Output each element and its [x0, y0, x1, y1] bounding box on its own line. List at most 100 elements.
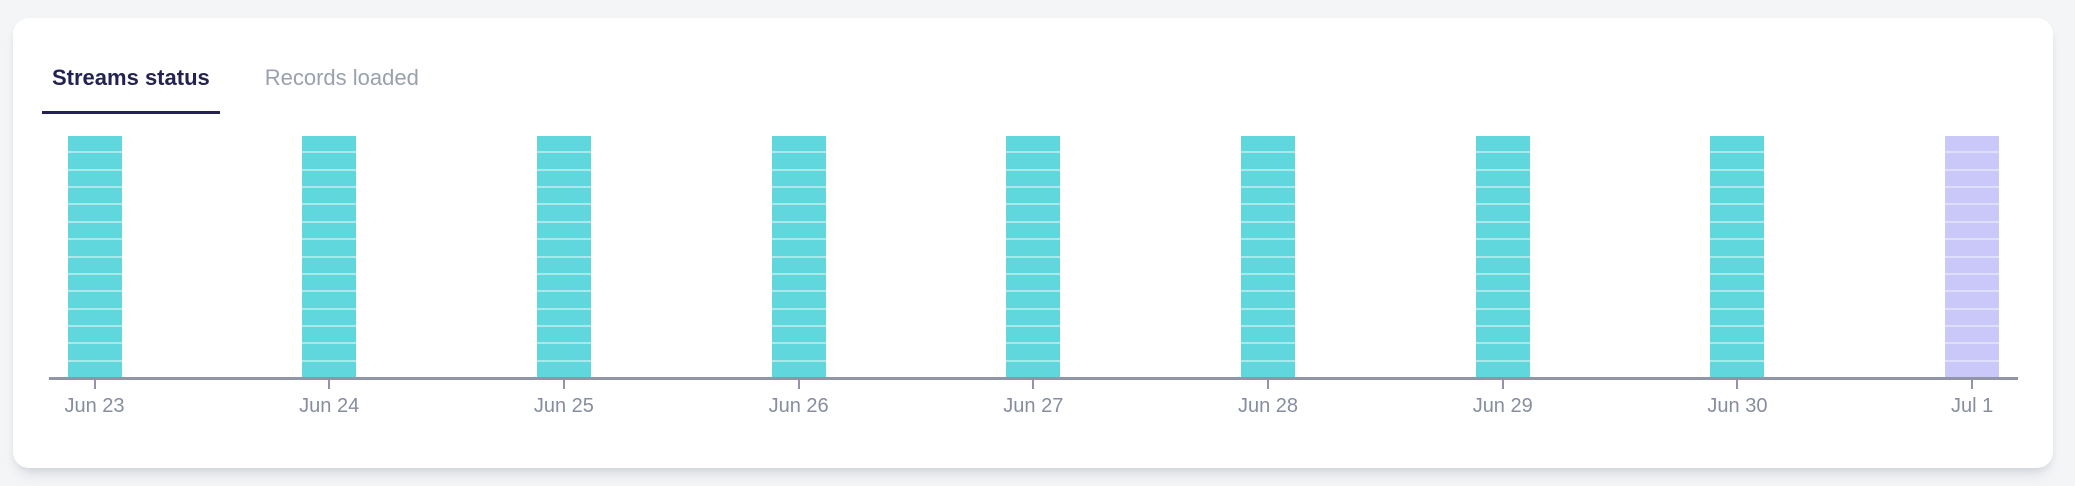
bar-segment	[1475, 240, 1530, 256]
x-axis-label-jun-26: Jun 26	[768, 395, 829, 417]
bar-segment	[1241, 170, 1296, 187]
bar-segment	[1710, 222, 1765, 239]
bar-segment	[1475, 136, 1530, 152]
bar-segment	[536, 361, 591, 378]
bar-jun-26[interactable]	[771, 136, 826, 378]
bar-segment	[67, 326, 122, 343]
bar-segment	[1710, 240, 1765, 256]
bar-segment	[1945, 222, 2000, 239]
bar-segment	[1475, 309, 1530, 325]
bar-segment	[67, 222, 122, 239]
bar-jun-25[interactable]	[536, 136, 591, 378]
bar-segment	[771, 361, 826, 378]
bar-segment	[1241, 153, 1296, 169]
bar-segment	[1475, 188, 1530, 204]
tab-streams-status[interactable]: Streams status	[42, 64, 220, 114]
bar-segment	[1945, 309, 2000, 325]
bar-jun-30[interactable]	[1710, 136, 1765, 378]
bar-segment	[302, 205, 357, 221]
bar-segment	[771, 344, 826, 360]
bar-segment	[1006, 257, 1061, 273]
bar-segment	[536, 205, 591, 221]
bar-segment	[1945, 240, 2000, 256]
bar-segment	[1945, 136, 2000, 152]
bar-segment	[1241, 240, 1296, 256]
bar-segment	[536, 222, 591, 239]
bar-segment	[302, 344, 357, 360]
streams-status-card: Streams status Records loaded Jun 23 Jun …	[13, 18, 2053, 468]
bar-segment	[1945, 153, 2000, 169]
bar-segment	[1241, 309, 1296, 325]
bar-jun-23[interactable]	[67, 136, 122, 378]
bar-segment	[67, 153, 122, 169]
bar-jun-28[interactable]	[1241, 136, 1296, 378]
bar-segment	[1241, 344, 1296, 360]
bar-segment	[1006, 292, 1061, 308]
bar-segment	[536, 240, 591, 256]
bar-segment	[771, 257, 826, 273]
tab-bar: Streams status Records loaded	[42, 64, 429, 114]
bar-segment	[1710, 361, 1765, 378]
bar-segment	[302, 292, 357, 308]
bar-segment	[67, 361, 122, 378]
bar-segment	[1241, 292, 1296, 308]
bar-segment	[536, 257, 591, 273]
x-axis-tick	[1032, 380, 1035, 389]
tab-records-loaded[interactable]: Records loaded	[264, 65, 419, 90]
bar-segment	[67, 344, 122, 360]
bar-segment	[1945, 326, 2000, 343]
bar-segment	[67, 292, 122, 308]
bar-jun-24[interactable]	[302, 136, 357, 378]
bar-segment	[771, 188, 826, 204]
bar-segment	[1945, 170, 2000, 187]
bar-jun-27[interactable]	[1006, 136, 1061, 378]
bar-segment	[1710, 309, 1765, 325]
bar-segment	[1241, 222, 1296, 239]
bar-segment	[1945, 257, 2000, 273]
bar-segment	[1475, 326, 1530, 343]
bar-segment	[1710, 257, 1765, 273]
bar-segment	[1006, 309, 1061, 325]
x-axis-tick	[1736, 380, 1739, 389]
bar-segment	[1945, 188, 2000, 204]
bar-segment	[1710, 292, 1765, 308]
bar-segment	[1710, 170, 1765, 187]
bar-segment	[302, 153, 357, 169]
bar-segment	[1006, 240, 1061, 256]
bar-segment	[302, 240, 357, 256]
bar-segment	[1006, 153, 1061, 169]
bar-jul-1[interactable]	[1945, 136, 2000, 378]
bar-segment	[1945, 344, 2000, 360]
bar-segment	[1006, 344, 1061, 360]
bar-jun-29[interactable]	[1475, 136, 1530, 378]
bar-segment	[1710, 136, 1765, 152]
bar-segment	[1475, 170, 1530, 187]
bar-segment	[1241, 257, 1296, 273]
bar-segment	[1945, 292, 2000, 308]
x-axis-label-jun-24: Jun 24	[299, 395, 360, 417]
bar-segment	[771, 222, 826, 239]
x-axis-label-jun-28: Jun 28	[1237, 395, 1299, 417]
bar-segment	[1475, 361, 1530, 378]
bar-segment	[1006, 188, 1061, 204]
x-axis-tick	[797, 380, 800, 389]
bar-segment	[302, 361, 357, 378]
bar-segment	[1006, 274, 1061, 291]
bar-segment	[771, 292, 826, 308]
bar-segment	[1475, 274, 1530, 291]
bar-segment	[1945, 274, 2000, 291]
streams-status-chart: Jun 23 Jun 24 Jun 25 Jun 26 Jun 27 Jun 28 Jun …	[49, 136, 2018, 436]
bar-segment	[67, 188, 122, 204]
bar-segment	[536, 188, 591, 204]
x-axis-line	[49, 377, 2018, 380]
bar-segment	[771, 274, 826, 291]
bar-segment	[1241, 136, 1296, 152]
bar-segment	[1710, 153, 1765, 169]
x-axis-tick	[93, 380, 96, 389]
bar-segment	[67, 240, 122, 256]
bar-segment	[67, 257, 122, 273]
bar-segment	[1710, 326, 1765, 343]
bar-segment	[1475, 292, 1530, 308]
bar-segment	[536, 309, 591, 325]
bar-segment	[771, 136, 826, 152]
